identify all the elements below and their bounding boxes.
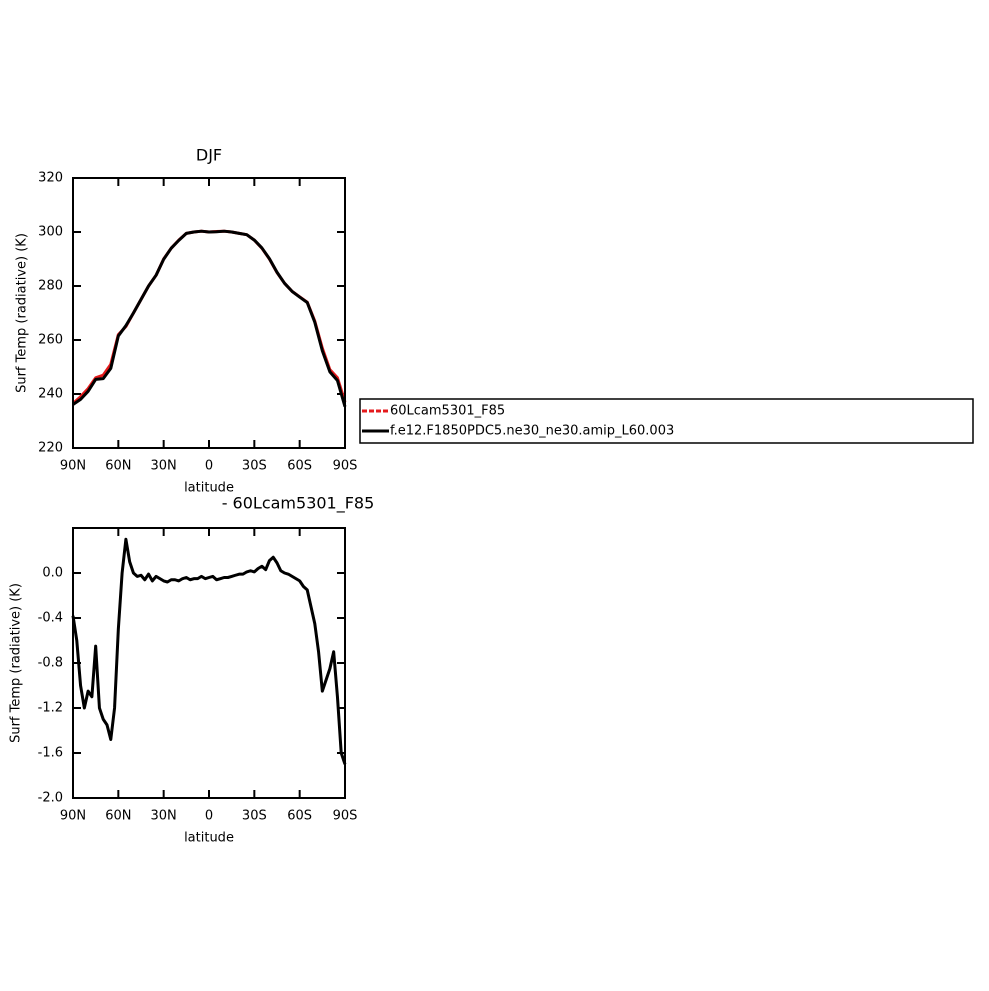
x-tick-label: 30N bbox=[151, 809, 177, 824]
y-tick-label: 260 bbox=[38, 333, 63, 348]
series-line bbox=[72, 229, 347, 408]
chart-title: DJF bbox=[196, 146, 222, 165]
x-tick-label: 60S bbox=[287, 809, 312, 824]
x-tick-label: 90N bbox=[60, 809, 86, 824]
legend-box bbox=[359, 398, 974, 444]
x-tick-label: 0 bbox=[205, 459, 213, 474]
y-axis-label: Surf Temp (radiative) (K) bbox=[15, 233, 30, 393]
series-line bbox=[72, 229, 347, 405]
legend-label: f.e12.F1850PDC5.ne30_ne30.amip_L60.003 bbox=[390, 424, 674, 439]
y-tick-label: 220 bbox=[38, 441, 63, 456]
y-tick-label: -2.0 bbox=[38, 791, 63, 806]
x-tick-label: 60N bbox=[105, 809, 131, 824]
y-tick-label: -1.6 bbox=[38, 746, 63, 761]
x-tick-label: 0 bbox=[205, 809, 213, 824]
x-tick-label: 30S bbox=[242, 809, 267, 824]
x-tick-label: 30S bbox=[242, 459, 267, 474]
y-tick-label: 320 bbox=[38, 171, 63, 186]
legend-label: 60Lcam5301_F85 bbox=[390, 404, 505, 419]
x-tick-label: 90N bbox=[60, 459, 86, 474]
x-tick-label: 60N bbox=[105, 459, 131, 474]
y-tick-label: 280 bbox=[38, 279, 63, 294]
x-axis-label: latitude bbox=[184, 831, 234, 846]
x-tick-label: 60S bbox=[287, 459, 312, 474]
x-tick-label: 90S bbox=[333, 809, 358, 824]
y-tick-label: 240 bbox=[38, 387, 63, 402]
plot-frame bbox=[72, 527, 346, 799]
y-axis-label: Surf Temp (radiative) (K) bbox=[9, 583, 24, 743]
x-tick-label: 90S bbox=[333, 459, 358, 474]
y-tick-label: -0.8 bbox=[38, 656, 63, 671]
y-tick-label: -0.4 bbox=[38, 611, 63, 626]
series-line bbox=[71, 537, 347, 765]
chart-title: - 60Lcam5301_F85 bbox=[222, 494, 375, 514]
y-tick-label: 0.0 bbox=[42, 566, 63, 581]
plot-frame bbox=[72, 177, 346, 449]
x-axis-label: latitude bbox=[184, 481, 234, 496]
y-tick-label: -1.2 bbox=[38, 701, 63, 716]
x-tick-label: 30N bbox=[151, 459, 177, 474]
y-tick-label: 300 bbox=[38, 225, 63, 240]
